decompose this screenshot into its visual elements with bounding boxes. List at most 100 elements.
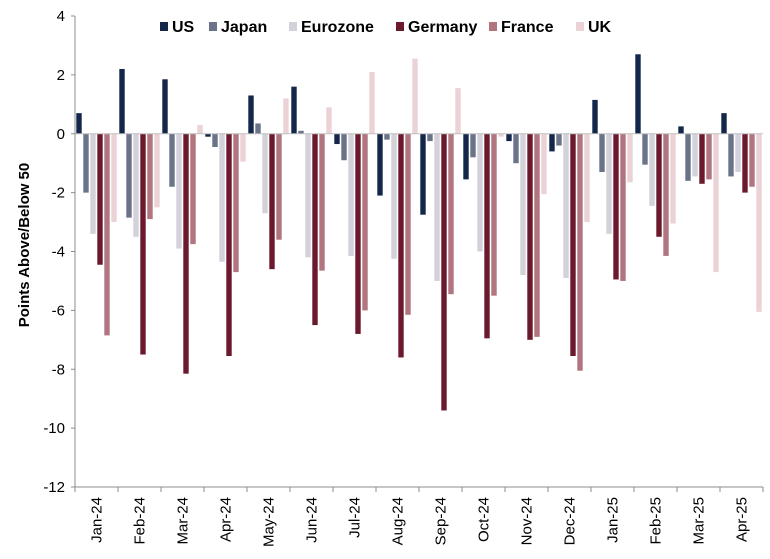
bar-japan-feb-24 [126, 133, 132, 218]
x-tick-label: May-24 [261, 497, 278, 547]
bar-japan-mar-24 [169, 133, 175, 187]
x-tick-label: Mar-24 [175, 497, 192, 545]
bar-japan-may-24 [255, 123, 261, 134]
x-tick-label: Jun-24 [304, 497, 321, 543]
legend-label-us: US [172, 19, 195, 36]
bar-eurozone-dec-24 [563, 133, 569, 278]
x-tick-label: Apr-25 [734, 497, 751, 542]
bar-uk-dec-24 [584, 133, 590, 223]
bar-france-jan-25 [620, 133, 626, 281]
bar-eurozone-jan-25 [606, 133, 612, 234]
bar-eurozone-sep-24 [434, 133, 440, 281]
bar-us-may-24 [248, 95, 254, 134]
bar-france-feb-25 [663, 133, 669, 256]
bar-us-apr-24 [205, 133, 211, 137]
bar-us-nov-24 [506, 133, 512, 142]
bar-eurozone-jun-24 [305, 133, 311, 258]
bar-germany-jan-25 [613, 133, 619, 280]
bar-germany-jan-24 [97, 133, 103, 265]
bar-france-aug-24 [405, 133, 411, 315]
bar-uk-feb-25 [670, 133, 676, 224]
x-tick-label: Mar-25 [691, 497, 708, 545]
y-axis-title: Points Above/Below 50 [16, 163, 33, 327]
bar-germany-may-24 [269, 133, 275, 270]
bar-eurozone-may-24 [262, 133, 268, 214]
y-tick-label: -10 [43, 420, 65, 437]
bar-japan-dec-24 [556, 133, 562, 146]
bar-eurozone-mar-25 [692, 133, 698, 177]
bar-japan-apr-24 [212, 133, 218, 147]
bar-us-dec-24 [549, 133, 555, 152]
bar-germany-apr-24 [226, 133, 232, 356]
legend-swatch-uk [576, 22, 584, 31]
bar-us-apr-25 [721, 113, 727, 134]
bar-japan-sep-24 [427, 133, 433, 142]
bar-us-jun-24 [291, 86, 297, 134]
bar-eurozone-nov-24 [520, 133, 526, 276]
bar-uk-apr-24 [240, 133, 246, 162]
bar-uk-may-24 [283, 98, 289, 134]
bar-eurozone-jul-24 [348, 133, 354, 256]
legend-swatch-germany [396, 22, 404, 31]
bar-france-apr-25 [749, 133, 755, 187]
bar-uk-jan-25 [627, 133, 633, 183]
bar-france-feb-24 [147, 133, 153, 220]
x-tick-label: Jan-25 [605, 497, 622, 543]
bar-us-feb-24 [119, 68, 125, 134]
bar-france-jan-24 [104, 133, 110, 336]
bar-france-mar-24 [190, 133, 196, 245]
bar-uk-jul-24 [369, 71, 375, 134]
bar-germany-aug-24 [398, 133, 404, 358]
x-tick-label: Dec-24 [562, 497, 579, 545]
bar-uk-apr-25 [756, 133, 762, 312]
bar-germany-oct-24 [484, 133, 490, 339]
bar-uk-mar-24 [197, 124, 203, 134]
legend-swatch-france [489, 22, 497, 31]
x-tick-label: Oct-24 [476, 497, 493, 542]
bar-japan-nov-24 [513, 133, 519, 164]
bar-us-jan-24 [76, 113, 82, 134]
bar-eurozone-apr-25 [735, 133, 741, 173]
bars-group [75, 54, 763, 411]
bar-germany-apr-25 [742, 133, 748, 193]
bar-germany-mar-24 [183, 133, 189, 374]
x-tick-label: Feb-25 [648, 497, 665, 545]
bar-us-jan-25 [592, 99, 598, 134]
bar-france-jul-24 [362, 133, 368, 311]
bar-us-mar-25 [678, 126, 684, 134]
y-tick-label: -8 [52, 361, 65, 378]
bar-eurozone-mar-24 [176, 133, 182, 249]
y-tick-label: 0 [57, 126, 65, 143]
bar-germany-nov-24 [527, 133, 533, 340]
x-tick-label: Jan-24 [89, 497, 106, 543]
legend-swatch-us [160, 22, 168, 31]
x-tick-label: Jul-24 [347, 497, 364, 538]
bar-germany-feb-25 [656, 133, 662, 237]
y-tick-label: -12 [43, 479, 65, 496]
bar-japan-oct-24 [470, 133, 476, 158]
bar-us-jul-24 [334, 133, 340, 145]
bar-japan-feb-25 [642, 133, 648, 165]
legend-swatch-eurozone [289, 22, 297, 31]
bar-germany-feb-24 [140, 133, 146, 355]
x-axis: Jan-24 Feb-24 Mar-24 Apr-24 May-24 Jun-24 Jul-… [74, 486, 764, 547]
legend-label-eurozone: Eurozone [301, 19, 374, 36]
legend-label-uk: UK [588, 19, 612, 36]
bar-uk-aug-24 [412, 58, 418, 134]
bar-france-apr-24 [233, 133, 239, 273]
y-tick-label: -2 [52, 185, 65, 202]
y-tick-label: 4 [57, 8, 65, 25]
y-tick-label: -4 [52, 244, 65, 261]
bar-france-oct-24 [491, 133, 497, 296]
bar-japan-jun-24 [298, 130, 304, 134]
legend-label-france: France [501, 19, 554, 36]
bar-germany-jul-24 [355, 133, 361, 334]
legend: US Japan Eurozone Germany France UK [160, 19, 612, 36]
bar-us-aug-24 [377, 133, 383, 196]
bar-us-sep-24 [420, 133, 426, 215]
bar-germany-mar-25 [699, 133, 705, 184]
bar-us-mar-24 [162, 79, 168, 134]
legend-label-germany: Germany [408, 19, 477, 36]
bar-japan-mar-25 [685, 133, 691, 181]
bar-eurozone-jan-24 [90, 133, 96, 234]
